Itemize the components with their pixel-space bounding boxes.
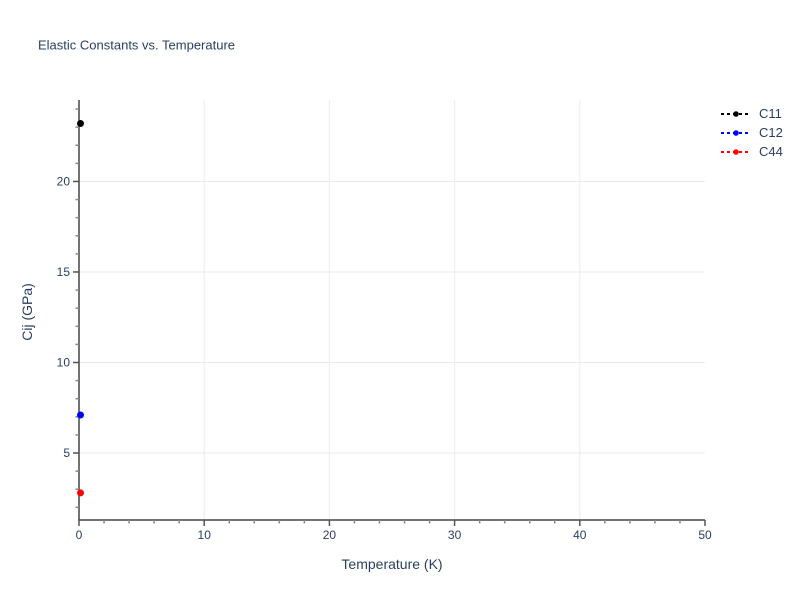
legend-item-c12[interactable]: C12 [720, 123, 783, 142]
legend-label: C11 [759, 106, 782, 121]
data-point-c44[interactable] [77, 489, 84, 497]
y-tick-label: 5 [63, 446, 70, 460]
chart-title: Elastic Constants vs. Temperature [38, 37, 236, 53]
y-axis-title: Cij (GPa) [19, 283, 35, 341]
x-tick-label: 0 [76, 528, 83, 542]
legend-label: C44 [759, 144, 783, 159]
legend: C11 C12 C44 [720, 104, 783, 161]
legend-line-marker-icon [721, 129, 751, 136]
x-tick-label: 40 [573, 528, 587, 542]
legend-label: C12 [759, 125, 783, 140]
legend-item-c44[interactable]: C44 [720, 142, 783, 161]
x-tick-label: 50 [698, 528, 712, 542]
x-tick-label: 10 [198, 528, 212, 542]
legend-item-c11[interactable]: C11 [720, 104, 783, 123]
y-tick-label: 10 [57, 356, 71, 370]
legend-line-marker-icon [721, 148, 751, 155]
x-tick-label: 30 [448, 528, 462, 542]
data-point-c12[interactable] [77, 411, 84, 419]
legend-line-marker-icon [721, 110, 751, 117]
y-tick-label: 15 [57, 265, 71, 279]
x-axis-title: Temperature (K) [341, 556, 443, 572]
data-point-c11[interactable] [77, 120, 84, 128]
y-tick-label: 20 [57, 174, 71, 188]
x-tick-label: 20 [323, 528, 337, 542]
